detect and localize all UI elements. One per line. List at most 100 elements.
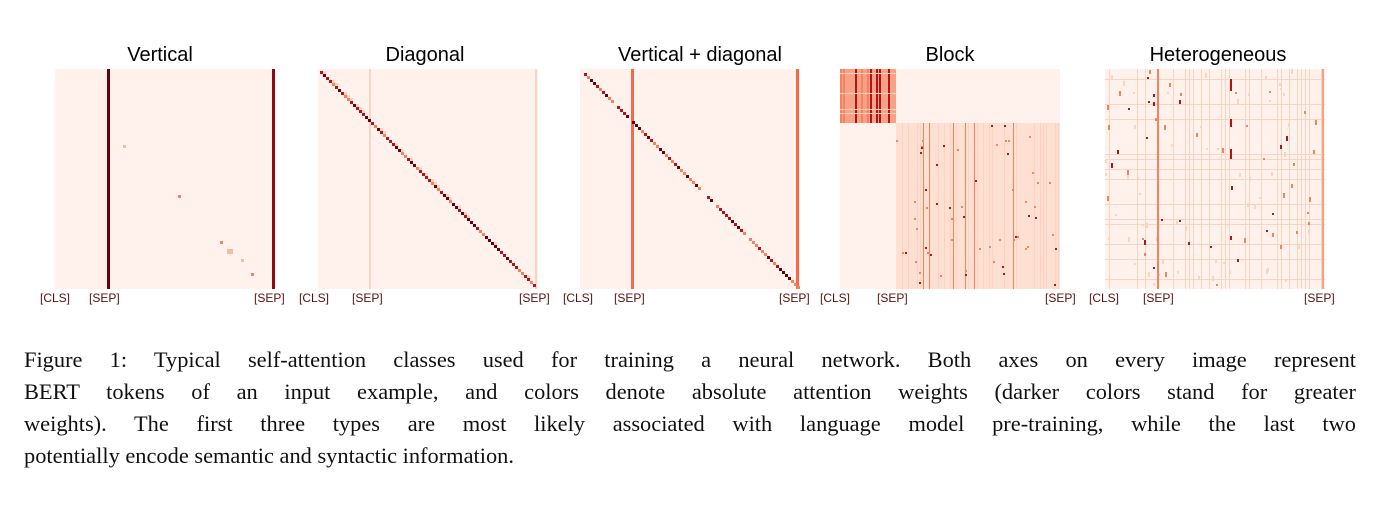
block-speckle — [1027, 246, 1029, 248]
diagonal-cell — [764, 253, 767, 256]
hetero-speckle — [1142, 224, 1144, 226]
heatmap-block — [840, 69, 1060, 289]
diagonal-cell — [323, 74, 326, 77]
faint-dot-4 — [227, 249, 233, 254]
diagonal-cell — [344, 95, 347, 98]
hetero-speckle — [1313, 150, 1315, 154]
block-row — [840, 113, 896, 114]
diagonal-cell — [386, 137, 389, 140]
hetero-speckle — [1153, 102, 1155, 106]
hetero-speckle — [1149, 70, 1151, 74]
diagonal-cell — [500, 251, 503, 254]
hetero-row — [1105, 204, 1325, 205]
block-speckle — [936, 203, 938, 205]
diagonal-cell — [602, 91, 605, 94]
diagonal-cell — [446, 197, 449, 200]
hetero-speckle — [1247, 203, 1249, 207]
block-column — [923, 123, 924, 289]
heatmap-heterogeneous — [1105, 69, 1325, 289]
diagonal-cell — [518, 269, 521, 272]
hetero-speckle — [1128, 237, 1130, 242]
diagonal-cell — [698, 187, 701, 190]
vertical-stripe-sep-2 — [272, 69, 275, 289]
diagonal-cell — [647, 136, 650, 139]
diagonal-cell — [650, 139, 653, 142]
block-column — [843, 69, 845, 123]
hetero-speckle — [1147, 77, 1149, 79]
block-column — [888, 69, 890, 123]
block-speckle — [1025, 201, 1027, 203]
diagonal-cell — [716, 205, 719, 208]
hetero-speckle — [1171, 144, 1173, 147]
block-speckle — [993, 261, 995, 263]
block-speckle — [1028, 215, 1030, 217]
hetero-speckle — [1179, 100, 1181, 104]
hetero-speckle — [1210, 246, 1212, 248]
diagonal-cell — [458, 206, 461, 209]
diagonal-cell — [662, 151, 665, 154]
diagonal-cell — [359, 107, 362, 110]
diagonal-cell — [722, 211, 725, 214]
hetero-speckle — [1288, 123, 1290, 127]
hetero-speckle — [1164, 125, 1166, 130]
diagonal-cell — [392, 143, 395, 146]
block-speckle — [920, 152, 922, 154]
hetero-speckle — [1308, 222, 1310, 225]
hetero-row — [1105, 169, 1325, 170]
hetero-speckle — [1134, 125, 1136, 129]
block-column — [840, 69, 842, 123]
hetero-speckle — [1127, 174, 1129, 179]
faint-dot-2 — [178, 195, 181, 198]
diagonal-cell — [470, 221, 473, 224]
diagonal-cell — [422, 173, 425, 176]
diagonal-cell — [632, 121, 635, 124]
hetero-speckle — [1117, 150, 1119, 154]
hetero-speckle — [1142, 238, 1144, 240]
hetero-row — [1105, 179, 1325, 180]
block-speckle — [916, 228, 918, 230]
diagonal-dots — [320, 71, 536, 287]
hetero-speckle — [1263, 158, 1265, 160]
hetero-speckle — [1267, 268, 1269, 272]
block-row — [840, 73, 896, 74]
hetero-speckle — [1107, 105, 1109, 110]
hetero-speckle — [1165, 272, 1167, 277]
diagonal-cell — [449, 200, 452, 203]
diagonal-cell — [347, 98, 350, 101]
panel-title-diagonal: Diagonal — [385, 44, 465, 66]
hetero-speckle — [1307, 212, 1309, 214]
hetero-speckle — [1111, 163, 1113, 168]
block-column — [855, 69, 857, 123]
diagonal-cell — [362, 113, 365, 116]
diagonal-cell — [791, 280, 794, 283]
block-speckle — [927, 252, 929, 254]
block-speckle — [925, 189, 927, 191]
block-speckle — [963, 216, 965, 218]
diagonal-cell — [437, 188, 440, 191]
hetero-speckle — [1266, 230, 1268, 232]
hetero-speckle — [1231, 186, 1233, 190]
diagonal-cell — [389, 140, 392, 143]
diagonal-cell — [401, 152, 404, 155]
diagonal-cell — [473, 224, 476, 227]
block-column — [879, 69, 881, 123]
diagonal-cell — [356, 107, 359, 110]
tick-cls-diagonal: [CLS] — [299, 291, 330, 305]
block-column — [920, 123, 921, 289]
hetero-speckle — [1119, 91, 1121, 96]
block-column — [876, 69, 878, 123]
hetero-row — [1105, 154, 1325, 155]
block-speckle — [905, 252, 907, 254]
hetero-speckle — [1283, 93, 1285, 96]
diagonal-cell — [740, 229, 743, 232]
block-column — [1055, 123, 1056, 289]
tick-cls-vertical-diagonal: [CLS] — [563, 291, 594, 305]
diagonal-cell — [644, 133, 647, 136]
block-speckle — [1017, 236, 1019, 238]
diagonal-cell — [689, 178, 692, 181]
diagonal-cell — [332, 80, 335, 83]
diagonal-cell — [380, 131, 383, 134]
block-column — [1046, 123, 1047, 289]
heatmap-diagonal-svg — [320, 69, 537, 289]
block-speckle — [1025, 248, 1027, 250]
